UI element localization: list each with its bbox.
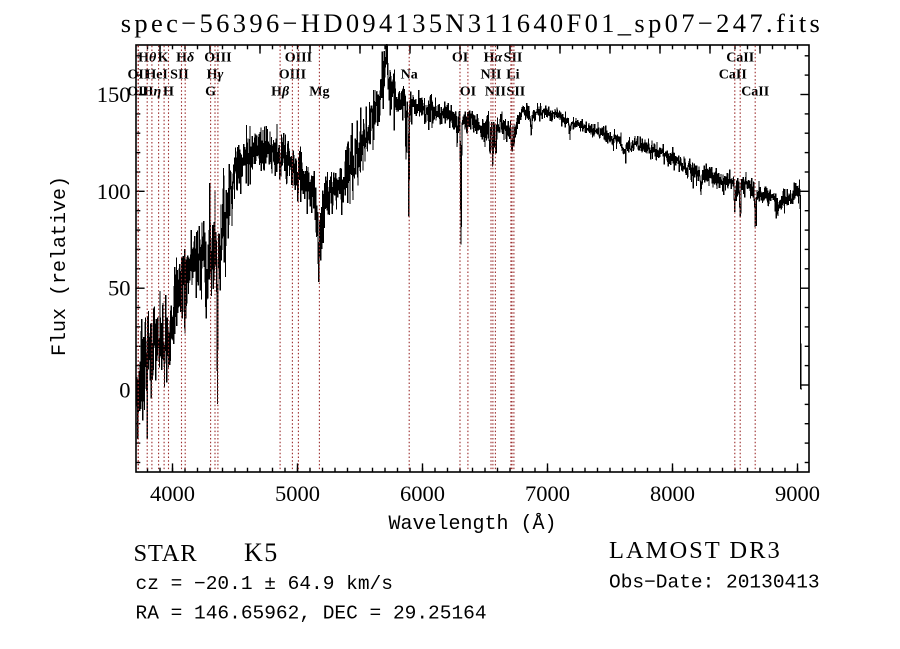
- svg-text:4000: 4000: [150, 481, 195, 506]
- svg-text:7000: 7000: [525, 481, 570, 506]
- svg-text:OI: OI: [460, 85, 476, 100]
- svg-text:cz = −20.1 ± 64.9 km/s: cz = −20.1 ± 64.9 km/s: [136, 573, 393, 595]
- svg-text:Na: Na: [401, 68, 418, 83]
- svg-text:5000: 5000: [275, 481, 320, 506]
- svg-text:100: 100: [97, 179, 131, 204]
- svg-text:OII: OII: [128, 68, 150, 83]
- svg-text:8000: 8000: [650, 481, 695, 506]
- svg-text:Hη: Hη: [143, 85, 162, 100]
- svg-text:NII: NII: [480, 68, 501, 83]
- svg-text:Flux (relative): Flux (relative): [49, 176, 72, 356]
- svg-text:Mg: Mg: [309, 85, 329, 100]
- svg-text:RA = 146.65962, DEC = 29.2516: RA = 146.65962, DEC = 29.25164: [136, 603, 487, 625]
- svg-text:OII: OII: [127, 85, 149, 100]
- svg-text:CaII: CaII: [741, 85, 769, 100]
- svg-text:9000: 9000: [775, 481, 820, 506]
- svg-text:CaII: CaII: [719, 68, 747, 83]
- svg-text:HeI: HeI: [145, 68, 168, 83]
- svg-text:STAR: STAR: [134, 540, 198, 567]
- svg-text:Wavelength (Å): Wavelength (Å): [388, 513, 556, 536]
- svg-text:Li: Li: [506, 68, 519, 83]
- svg-text:K: K: [158, 51, 169, 66]
- svg-text:SII: SII: [504, 51, 523, 66]
- svg-text:SII: SII: [170, 68, 189, 83]
- svg-text:Hγ: Hγ: [207, 68, 224, 83]
- svg-text:6000: 6000: [400, 481, 445, 506]
- svg-text:SII: SII: [507, 85, 526, 100]
- svg-text:NII: NII: [485, 85, 506, 100]
- svg-text:50: 50: [108, 276, 131, 301]
- svg-text:spec−56396−HD094135N311640F01_: spec−56396−HD094135N311640F01_sp07−247.f…: [121, 8, 823, 38]
- svg-text:LAMOST DR3: LAMOST DR3: [609, 537, 782, 564]
- svg-text:Obs−Date: 20130413: Obs−Date: 20130413: [609, 572, 820, 594]
- svg-text:H: H: [163, 85, 174, 100]
- svg-text:0: 0: [119, 378, 130, 403]
- svg-text:K5: K5: [244, 538, 279, 567]
- svg-text:G: G: [205, 85, 216, 100]
- svg-text:150: 150: [97, 82, 131, 107]
- svg-text:OIII: OIII: [279, 68, 306, 83]
- svg-text:Hβ: Hβ: [271, 85, 290, 100]
